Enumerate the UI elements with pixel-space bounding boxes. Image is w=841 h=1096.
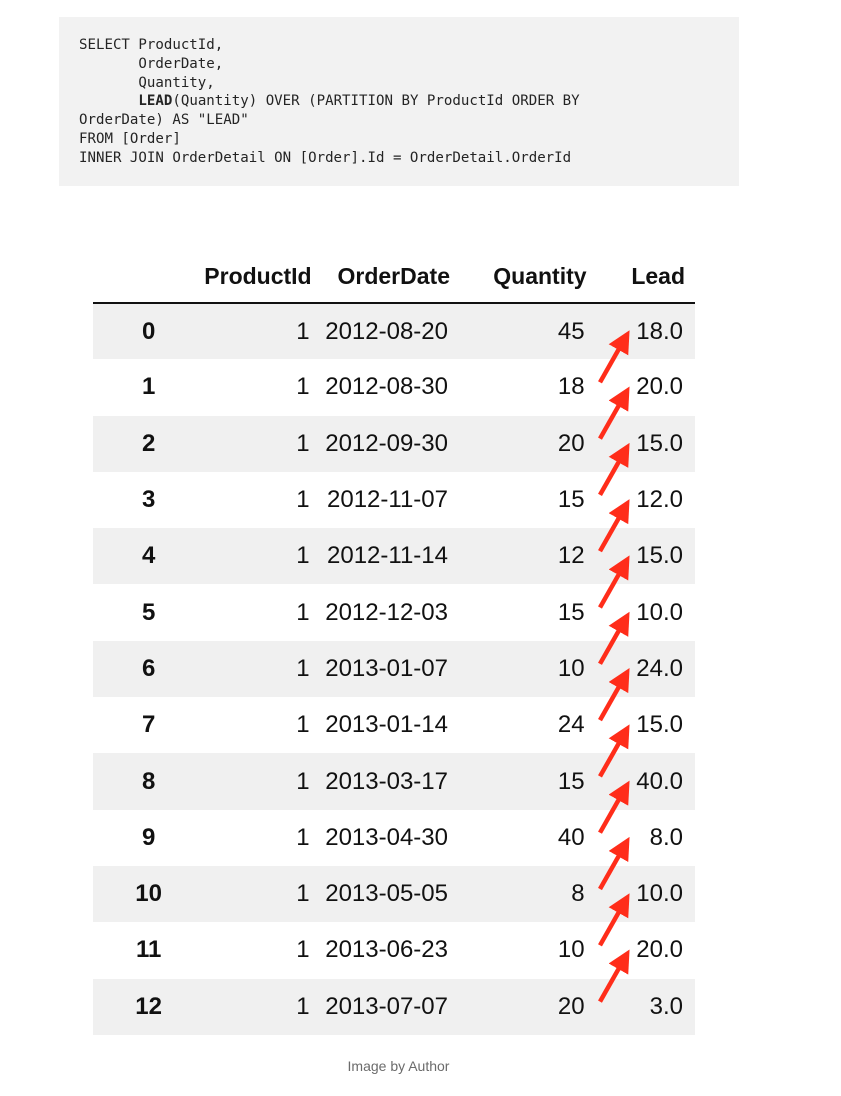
orderdate-cell: 2012-11-07 (327, 486, 448, 514)
row-index-cell: 0 (141, 317, 156, 345)
productid-cell: 1 (296, 429, 310, 457)
quantity-cell: 10 (557, 654, 585, 682)
orderdate-cell: 2013-01-07 (325, 654, 448, 682)
row-index-cell: 2 (141, 429, 156, 457)
table-row: 8 1 2013-03-17 15 40.0 (93, 753, 695, 810)
table-row: 2 1 2012-09-30 20 15.0 (93, 415, 695, 472)
image-caption: Image by Author (347, 1058, 450, 1074)
code-line-4: (Quantity) OVER (PARTITION BY ProductId … (172, 93, 580, 110)
sql-code: SELECT ProductId, OrderDate, Quantity, L… (79, 36, 719, 168)
productid-cell: 1 (296, 373, 310, 401)
productid-cell: 1 (296, 992, 310, 1020)
orderdate-cell: 2012-08-20 (325, 317, 448, 345)
orderdate-cell: 2012-12-03 (325, 598, 448, 626)
productid-cell: 1 (296, 936, 310, 964)
row-index-cell: 8 (141, 767, 156, 795)
orderdate-cell: 2013-06-23 (325, 936, 448, 964)
table-row: 0 1 2012-08-20 45 18.0 (93, 303, 695, 360)
code-line-2: OrderDate, (79, 55, 224, 72)
quantity-cell: 45 (557, 317, 585, 345)
header-row: ProductId OrderDate Quantity Lead (93, 250, 695, 304)
productid-cell: 1 (296, 542, 310, 570)
table-row: 10 1 2013-05-05 8 10.0 (93, 865, 695, 923)
lead-cell: 20.0 (636, 936, 683, 964)
quantity-cell: 8 (571, 880, 585, 908)
lead-cell: 40.0 (636, 767, 683, 795)
header-orderdate: OrderDate (321, 250, 460, 304)
code-line-5: OrderDate) AS "LEAD" (79, 112, 249, 129)
row-index-cell: 11 (135, 936, 162, 964)
lead-cell: 15.0 (636, 429, 683, 457)
table-row: 4 1 2012-11-14 12 15.0 (93, 528, 695, 585)
orderdate-cell: 2013-04-30 (325, 823, 448, 851)
lead-cell: 15.0 (636, 542, 683, 570)
orderdate-cell: 2013-05-05 (325, 880, 448, 908)
table-body: 0 1 2012-08-20 45 18.0 1 1 2012-08-30 18 20.0 2 1 20… (93, 303, 695, 1035)
quantity-cell: 20 (557, 429, 585, 457)
quantity-cell: 20 (557, 992, 585, 1020)
sql-code-block: SELECT ProductId, OrderDate, Quantity, L… (59, 17, 739, 186)
row-index-cell: 10 (135, 880, 162, 908)
lead-cell: 18.0 (636, 317, 683, 345)
code-lead-keyword: LEAD (138, 93, 173, 110)
header-quantity: Quantity (459, 250, 597, 304)
table-row: 7 1 2013-01-14 24 15.0 (93, 697, 695, 753)
productid-cell: 1 (296, 598, 310, 626)
quantity-cell: 18 (557, 373, 585, 401)
orderdate-cell: 2013-03-17 (325, 767, 448, 795)
orderdate-cell: 2013-07-07 (325, 992, 448, 1020)
row-index-cell: 3 (141, 486, 156, 514)
table-row: 1 1 2012-08-30 18 20.0 (93, 359, 695, 415)
result-table: ProductId OrderDate Quantity Lead 0 1 2012… (93, 250, 695, 1035)
lead-cell: 10.0 (636, 598, 683, 626)
row-index-cell: 4 (141, 542, 156, 570)
orderdate-cell: 2012-08-30 (325, 373, 448, 401)
result-table-wrapper: ProductId OrderDate Quantity Lead 0 1 2012… (93, 250, 695, 1035)
productid-cell: 1 (296, 654, 310, 682)
row-index-cell: 6 (141, 654, 156, 682)
row-index-cell: 9 (141, 823, 156, 851)
productid-cell: 1 (296, 711, 310, 739)
quantity-cell: 40 (557, 823, 585, 851)
productid-cell: 1 (296, 823, 310, 851)
quantity-cell: 15 (557, 486, 585, 514)
orderdate-cell: 2012-09-30 (325, 429, 448, 457)
row-index-cell: 7 (141, 711, 156, 739)
quantity-cell: 10 (557, 936, 585, 964)
lead-cell: 8.0 (649, 823, 683, 851)
code-line-1: SELECT ProductId, (79, 37, 224, 53)
lead-cell: 3.0 (649, 992, 683, 1020)
lead-cell: 20.0 (636, 373, 683, 401)
table-row: 9 1 2013-04-30 40 8.0 (93, 810, 695, 866)
productid-cell: 1 (296, 880, 310, 908)
row-index-cell: 1 (141, 373, 156, 401)
productid-cell: 1 (296, 486, 310, 514)
code-line-3: Quantity, (79, 74, 215, 91)
quantity-cell: 15 (557, 767, 585, 795)
lead-cell: 12.0 (636, 486, 683, 514)
quantity-cell: 15 (557, 598, 585, 626)
code-line-7: INNER JOIN OrderDetail ON [Order].Id = O… (79, 149, 572, 166)
table-row: 11 1 2013-06-23 10 20.0 (93, 922, 695, 978)
quantity-cell: 24 (557, 711, 585, 739)
row-index-cell: 12 (135, 992, 162, 1020)
productid-cell: 1 (296, 767, 310, 795)
table-row: 3 1 2012-11-07 15 12.0 (93, 472, 695, 528)
header-index (93, 250, 205, 304)
header-productid: ProductId (204, 250, 322, 304)
orderdate-cell: 2013-01-14 (325, 711, 448, 739)
productid-cell: 1 (296, 317, 310, 345)
table-header: ProductId OrderDate Quantity Lead (93, 250, 695, 304)
lead-cell: 15.0 (636, 711, 683, 739)
row-index-cell: 5 (141, 598, 156, 626)
orderdate-cell: 2012-11-14 (327, 542, 448, 570)
quantity-cell: 12 (557, 542, 585, 570)
code-line-6: FROM [Order] (79, 130, 181, 147)
lead-cell: 24.0 (636, 654, 683, 682)
table-row: 12 1 2013-07-07 20 3.0 (93, 978, 695, 1035)
table-row: 6 1 2013-01-07 10 24.0 (93, 640, 695, 698)
table-row: 5 1 2012-12-03 15 10.0 (93, 584, 695, 640)
lead-cell: 10.0 (636, 880, 683, 908)
header-lead: Lead (596, 250, 695, 304)
